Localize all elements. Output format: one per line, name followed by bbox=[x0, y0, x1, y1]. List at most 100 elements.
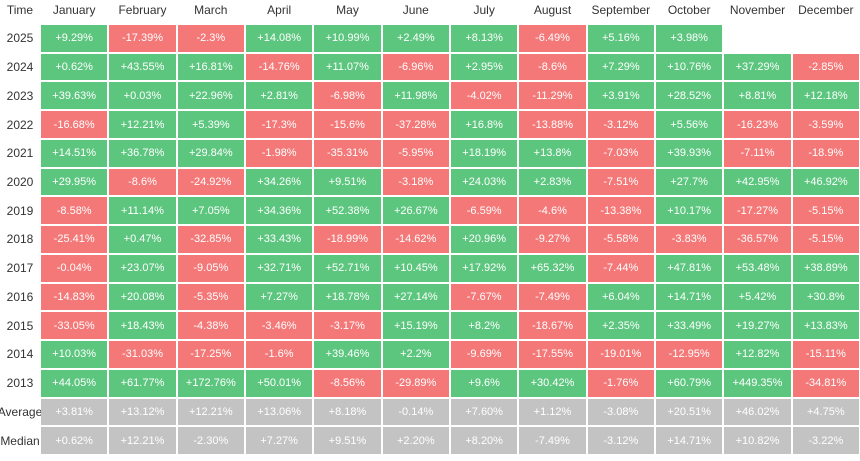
return-cell: +8.18% bbox=[314, 398, 381, 426]
column-header: May bbox=[336, 3, 359, 17]
return-cell: +2.95% bbox=[451, 53, 518, 81]
return-cell: -11.29% bbox=[519, 82, 586, 110]
return-cell: -14.76% bbox=[246, 53, 313, 81]
return-cell: +29.95% bbox=[41, 168, 108, 196]
return-cell: +23.07% bbox=[109, 254, 176, 282]
column-header: August bbox=[533, 3, 572, 17]
return-cell: -14.83% bbox=[41, 283, 108, 311]
row-label: 2019 bbox=[6, 203, 34, 218]
return-cell: +32.71% bbox=[246, 254, 313, 282]
return-cell: -24.92% bbox=[177, 168, 244, 196]
return-cell: +2.81% bbox=[246, 82, 313, 110]
return-cell: +2.20% bbox=[382, 427, 449, 454]
return-cell: +5.56% bbox=[656, 111, 723, 138]
row-label: 2015 bbox=[6, 318, 34, 333]
return-cell: -6.59% bbox=[451, 197, 518, 225]
return-cell: -17.25% bbox=[177, 341, 244, 368]
return-cell: +8.13% bbox=[451, 25, 518, 52]
row-label: 2018 bbox=[6, 232, 34, 247]
return-cell: -5.95% bbox=[382, 139, 449, 167]
return-cell: +65.32% bbox=[519, 254, 586, 282]
return-cell: +52.71% bbox=[314, 254, 381, 282]
return-cell: +27.14% bbox=[382, 283, 449, 311]
return-cell: +17.92% bbox=[451, 254, 518, 282]
column-header: February bbox=[118, 3, 167, 17]
return-cell: +22.96% bbox=[177, 82, 244, 110]
return-cell: +19.27% bbox=[724, 312, 791, 340]
return-cell: +29.84% bbox=[177, 139, 244, 167]
column-header: April bbox=[267, 3, 292, 17]
return-cell: +52.38% bbox=[314, 197, 381, 225]
return-cell: -3.17% bbox=[314, 312, 381, 340]
return-cell: -18.9% bbox=[792, 139, 859, 167]
return-cell: -4.02% bbox=[451, 82, 518, 110]
row-label: 2024 bbox=[6, 60, 34, 75]
return-cell: +10.99% bbox=[314, 25, 381, 52]
return-cell: +2.83% bbox=[519, 168, 586, 196]
return-cell: +39.46% bbox=[314, 341, 381, 368]
return-cell: -2.3% bbox=[177, 25, 244, 52]
return-cell: +4.75% bbox=[792, 398, 859, 426]
return-cell: -4.6% bbox=[519, 197, 586, 225]
return-cell: -7.49% bbox=[519, 427, 586, 454]
return-cell: +14.08% bbox=[246, 25, 313, 52]
return-cell: +5.42% bbox=[724, 283, 791, 311]
return-cell: +34.26% bbox=[246, 168, 313, 196]
return-cell: -6.49% bbox=[519, 25, 586, 52]
return-cell: +36.78% bbox=[109, 139, 176, 167]
return-cell: -16.68% bbox=[41, 111, 108, 138]
row-label: 2020 bbox=[6, 175, 34, 190]
return-cell: -5.58% bbox=[587, 226, 654, 253]
return-cell: -7.44% bbox=[587, 254, 654, 282]
return-cell: +11.98% bbox=[382, 82, 449, 110]
return-cell: -2.85% bbox=[792, 53, 859, 81]
return-cell: +9.51% bbox=[314, 168, 381, 196]
return-cell: +13.12% bbox=[109, 398, 176, 426]
return-cell: +5.16% bbox=[587, 25, 654, 52]
return-cell: +1.12% bbox=[519, 398, 586, 426]
return-cell: -4.38% bbox=[177, 312, 244, 340]
return-cell: -17.3% bbox=[246, 111, 313, 138]
return-cell: +14.71% bbox=[656, 427, 723, 454]
row-label: 2021 bbox=[6, 146, 34, 161]
return-cell: -13.88% bbox=[519, 111, 586, 138]
return-cell: +16.8% bbox=[451, 111, 518, 138]
return-cell: -14.62% bbox=[382, 226, 449, 253]
return-cell: +33.49% bbox=[656, 312, 723, 340]
return-cell: -3.12% bbox=[587, 427, 654, 454]
return-cell: +20.51% bbox=[656, 398, 723, 426]
return-cell: +33.43% bbox=[246, 226, 313, 253]
return-cell: +172.76% bbox=[177, 369, 244, 397]
return-cell: +7.27% bbox=[246, 283, 313, 311]
return-cell: +3.91% bbox=[587, 82, 654, 110]
return-cell: -9.05% bbox=[177, 254, 244, 282]
return-cell: +449.35% bbox=[724, 369, 791, 397]
return-cell: +9.6% bbox=[451, 369, 518, 397]
column-header: September bbox=[591, 3, 651, 17]
row-label: 2025 bbox=[6, 31, 34, 46]
return-cell: +46.92% bbox=[792, 168, 859, 196]
return-cell: +14.51% bbox=[41, 139, 108, 167]
return-cell: +28.52% bbox=[656, 82, 723, 110]
return-cell: +7.05% bbox=[177, 197, 244, 225]
return-cell: -3.46% bbox=[246, 312, 313, 340]
return-cell: +38.89% bbox=[792, 254, 859, 282]
return-cell: +0.03% bbox=[109, 82, 176, 110]
return-cell: +24.03% bbox=[451, 168, 518, 196]
return-cell: +10.82% bbox=[724, 427, 791, 454]
return-cell: -5.15% bbox=[792, 197, 859, 225]
return-cell: -3.59% bbox=[792, 111, 859, 138]
return-cell: -8.6% bbox=[519, 53, 586, 81]
return-cell: +13.8% bbox=[519, 139, 586, 167]
return-cell: -32.85% bbox=[177, 226, 244, 253]
return-cell: -6.98% bbox=[314, 82, 381, 110]
return-cell: -8.6% bbox=[109, 168, 176, 196]
row-label: 2023 bbox=[6, 88, 34, 103]
return-cell: +60.79% bbox=[656, 369, 723, 397]
return-cell: -15.11% bbox=[792, 341, 859, 368]
return-cell: -3.22% bbox=[792, 427, 859, 454]
column-header: December bbox=[798, 3, 854, 17]
row-label: Average bbox=[0, 404, 43, 419]
return-cell: +10.45% bbox=[382, 254, 449, 282]
return-cell: +2.49% bbox=[382, 25, 449, 52]
